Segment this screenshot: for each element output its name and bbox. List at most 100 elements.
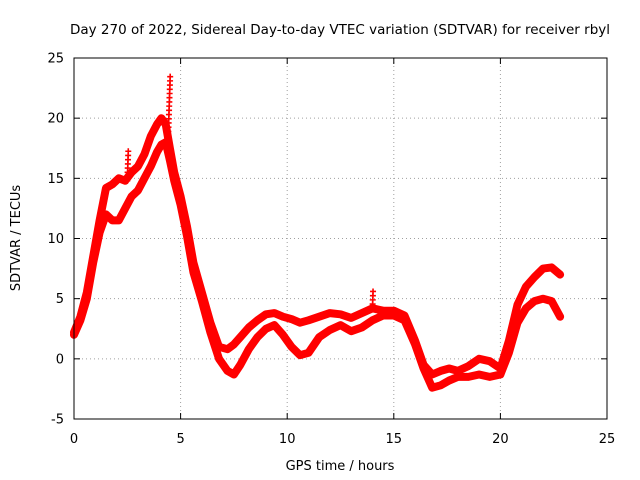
data-point	[147, 133, 154, 140]
axis-ticks: 0 5 10 15 20 25 -5 0 5 10 15 20 25	[47, 52, 615, 448]
data-point	[237, 334, 244, 341]
data-point	[296, 319, 303, 326]
data-point	[380, 312, 387, 319]
data-point	[412, 341, 419, 348]
data-point	[454, 367, 461, 374]
data-point	[154, 121, 161, 128]
data-point	[147, 163, 154, 170]
data-point	[224, 367, 231, 374]
data-point	[279, 313, 286, 320]
data-point	[183, 233, 190, 240]
grid-lines	[74, 58, 607, 419]
data-point	[96, 229, 103, 236]
data-point	[337, 322, 344, 329]
data-point	[437, 367, 444, 374]
y-tick-label: 20	[47, 112, 64, 127]
x-tick-label: 5	[176, 432, 184, 447]
data-point	[540, 265, 547, 272]
data-point	[166, 157, 173, 164]
data-point	[358, 310, 365, 317]
data-point	[245, 324, 252, 331]
y-tick-label: 0	[56, 352, 64, 367]
data-point	[505, 349, 512, 356]
x-tick-label: 20	[492, 432, 509, 447]
data-point	[102, 211, 109, 218]
data-point	[90, 259, 97, 266]
data-point	[177, 201, 184, 208]
data-point	[548, 264, 555, 271]
data-point	[230, 371, 237, 378]
data-point	[109, 217, 116, 224]
data-point	[446, 377, 453, 384]
data-point	[254, 317, 261, 324]
data-point	[497, 371, 504, 378]
x-axis-label: GPS time / hours	[286, 459, 395, 474]
chart-title: Day 270 of 2022, Sidereal Day-to-day VTE…	[70, 22, 610, 38]
data-point	[486, 358, 493, 365]
data-point	[369, 317, 376, 324]
data-point	[437, 382, 444, 389]
y-tick-label: 10	[47, 232, 64, 247]
data-point	[454, 373, 461, 380]
data-point	[141, 151, 148, 158]
data-point	[358, 324, 365, 331]
data-point	[288, 316, 295, 323]
data-point	[224, 346, 231, 353]
data-point	[271, 322, 278, 329]
data-point	[134, 163, 141, 170]
data-point	[514, 319, 521, 326]
data-point	[296, 352, 303, 359]
plot-frame	[73, 57, 608, 420]
y-tick-label: 15	[47, 172, 64, 187]
data-point	[262, 325, 269, 332]
data-point	[557, 271, 564, 278]
data-point	[158, 115, 165, 122]
data-point	[245, 346, 252, 353]
data-point	[326, 310, 333, 317]
data-point	[531, 274, 538, 281]
data-point	[401, 317, 408, 324]
data-point	[102, 184, 109, 191]
spike-point	[370, 288, 377, 295]
spike-point	[167, 73, 174, 80]
data-point	[122, 205, 129, 212]
spike-point	[125, 148, 132, 155]
y-tick-label: 25	[47, 52, 64, 67]
x-tick-label: 10	[279, 432, 296, 447]
data-point	[390, 312, 397, 319]
data-point	[288, 343, 295, 350]
y-tick-label: -5	[51, 413, 64, 428]
x-tick-label: 15	[386, 432, 403, 447]
data-point	[348, 314, 355, 321]
data-point	[476, 355, 483, 362]
data-point	[522, 305, 529, 312]
x-tick-label: 25	[599, 432, 616, 447]
data-point	[476, 371, 483, 378]
data-point	[548, 298, 555, 305]
data-point	[237, 361, 244, 368]
data-point	[207, 329, 214, 336]
data-point	[429, 384, 436, 391]
data-point	[465, 363, 472, 370]
data-point	[326, 326, 333, 333]
data-point	[171, 177, 178, 184]
data-point	[271, 310, 278, 317]
data-points	[70, 73, 565, 392]
data-point	[465, 373, 472, 380]
data-point	[141, 175, 148, 182]
data-point	[154, 148, 161, 155]
data-point	[446, 365, 453, 372]
y-axis-label: SDTVAR / TECUs	[9, 185, 24, 292]
data-point	[522, 283, 529, 290]
data-point	[514, 301, 521, 308]
data-point	[279, 331, 286, 338]
data-point	[316, 334, 323, 341]
data-point	[254, 334, 261, 341]
data-point	[540, 295, 547, 302]
data-point	[190, 269, 197, 276]
data-point	[115, 175, 122, 182]
data-point	[305, 317, 312, 324]
data-point	[215, 355, 222, 362]
data-point	[134, 187, 141, 194]
